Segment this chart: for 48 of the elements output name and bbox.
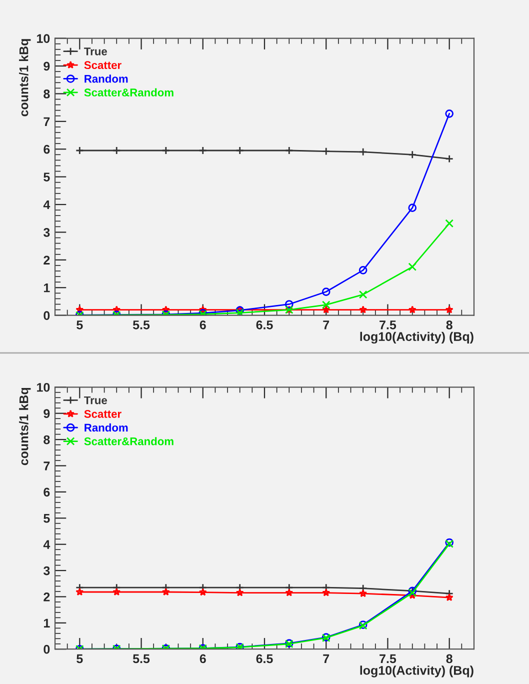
x-axis-title: log10(Activity) (Bq) xyxy=(360,666,474,678)
y-tick-label: 5 xyxy=(44,172,50,182)
x-tick-label: 7 xyxy=(323,654,330,664)
x-tick-label: 7.5 xyxy=(380,654,396,664)
y-tick-label: 9 xyxy=(44,409,50,418)
legend-label: Scatter&Random xyxy=(84,88,174,96)
y-tick-label: 6 xyxy=(44,144,50,154)
y-tick-label: 7 xyxy=(44,117,50,126)
x-tick-label: 6.5 xyxy=(256,654,273,664)
y-tick-label: 4 xyxy=(43,540,50,549)
y-tick-label: 0 xyxy=(44,311,50,320)
y-tick-label: 8 xyxy=(44,90,50,98)
x-tick-label: 7.5 xyxy=(380,320,396,330)
legend-label: True xyxy=(84,48,107,56)
y-tick-label: 1 xyxy=(44,284,50,292)
y-tick-label: 1 xyxy=(44,618,50,628)
x-tick-label: 5.5 xyxy=(132,654,150,664)
y-tick-label: 10 xyxy=(37,382,50,392)
x-tick-label: 5.5 xyxy=(132,320,150,330)
legend-label: Random xyxy=(84,74,128,83)
y-tick-label: 3 xyxy=(43,228,50,237)
y-axis-title: counts/1 kBq xyxy=(19,39,31,116)
y-tick-label: 3 xyxy=(43,566,50,576)
x-tick-label: 6 xyxy=(200,654,206,664)
x-tick-label: 8 xyxy=(446,320,452,330)
y-tick-label: 9 xyxy=(44,62,50,71)
x-tick-label: 6 xyxy=(200,320,206,330)
x-tick-label: 5 xyxy=(76,654,83,664)
legend-label: Scatter&Random xyxy=(84,437,174,446)
x-axis-title: log10(Activity) (Bq) xyxy=(360,332,474,344)
y-tick-label: 6 xyxy=(44,488,50,497)
x-tick-label: 6.5 xyxy=(256,320,273,330)
y-tick-label: 7 xyxy=(44,462,50,470)
legend-label: Scatter xyxy=(84,61,122,70)
legend-label: Scatter xyxy=(84,410,122,418)
y-tick-label: 5 xyxy=(44,514,50,523)
x-tick-label: 8 xyxy=(446,654,452,664)
y-tick-label: 4 xyxy=(43,200,50,210)
y-tick-label: 2 xyxy=(44,256,50,264)
y-tick-label: 2 xyxy=(44,592,50,602)
y-tick-label: 10 xyxy=(37,34,50,43)
x-tick-label: 7 xyxy=(323,320,330,330)
y-tick-label: 8 xyxy=(44,435,50,444)
x-tick-label: 5 xyxy=(76,320,83,330)
y-tick-label: 0 xyxy=(44,644,50,654)
legend-label: True xyxy=(84,396,107,404)
y-axis-title: counts/1 kBq xyxy=(19,388,31,466)
legend-label: Random xyxy=(84,423,128,432)
